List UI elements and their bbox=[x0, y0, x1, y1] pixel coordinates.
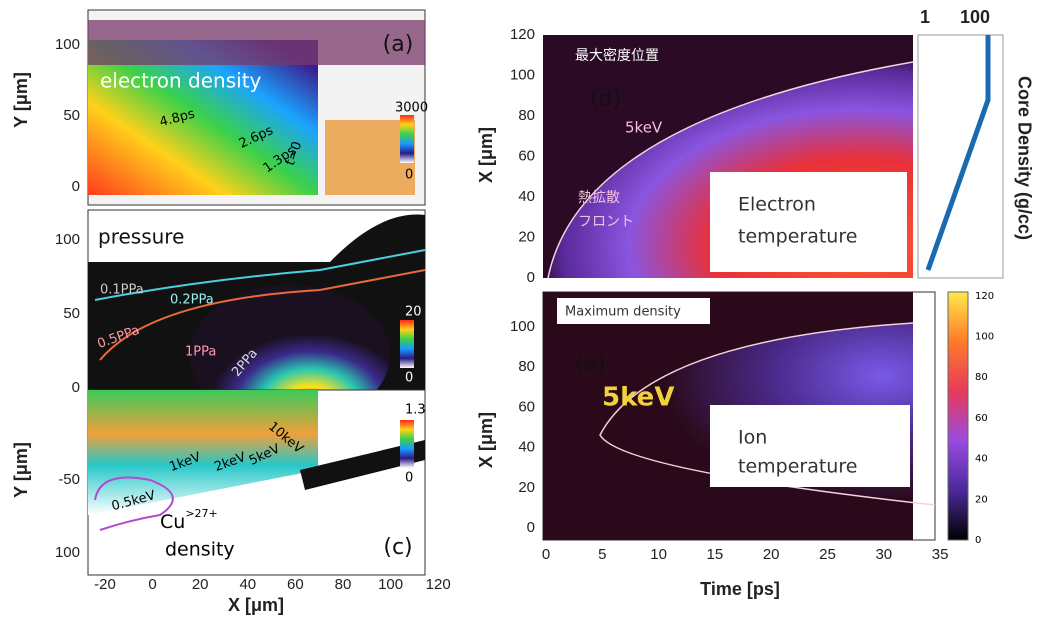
note: 最大密度位置 bbox=[575, 47, 659, 64]
tick-label: 20 bbox=[192, 576, 209, 593]
tick-label: 100 bbox=[510, 66, 535, 83]
box-text: temperature bbox=[738, 226, 857, 248]
panel-tag: (b) bbox=[382, 227, 413, 252]
panel-e: Maximum density (e) 5keV Ion temperature bbox=[543, 292, 968, 540]
label-box bbox=[710, 172, 907, 272]
tick-label: 20 bbox=[763, 546, 780, 563]
tick-label: 0 bbox=[527, 519, 535, 536]
box-text: Electron bbox=[738, 194, 816, 216]
tick-label: 100 bbox=[55, 36, 80, 53]
panel-title: electron density bbox=[100, 69, 262, 93]
box-text: temperature bbox=[738, 456, 857, 478]
density-band bbox=[88, 20, 425, 65]
colorbar bbox=[948, 292, 968, 540]
tick-label: 120 bbox=[510, 26, 535, 43]
tick-label: 80 bbox=[335, 576, 352, 593]
tick-label: -50 bbox=[58, 471, 80, 488]
panel-tag: (a) bbox=[383, 32, 414, 57]
tick-label: 0 bbox=[542, 546, 550, 563]
box-text: Ion bbox=[738, 427, 767, 449]
tick-label: 80 bbox=[518, 358, 535, 375]
x-axis-label: Time [ps] bbox=[700, 579, 780, 599]
contour-label: 0.1PPa bbox=[100, 283, 144, 298]
colorbar-label: 40 bbox=[975, 454, 988, 465]
panel-title: density bbox=[165, 539, 235, 561]
tick-label: 5 bbox=[598, 546, 606, 563]
colorbar-label: 20 bbox=[405, 305, 422, 320]
colorbar-label: 80 bbox=[975, 372, 988, 383]
y-axis-label: X [μm] bbox=[476, 127, 496, 183]
colorbar-label: 20 bbox=[975, 494, 988, 505]
tick-label: 25 bbox=[819, 546, 836, 563]
tick-label: 20 bbox=[518, 479, 535, 496]
tick-label: 100 bbox=[960, 7, 990, 27]
panel-tag: (e) bbox=[575, 352, 606, 377]
panel-title: pressure bbox=[98, 225, 184, 249]
contour-label: 0.2PPa bbox=[170, 293, 214, 308]
tick-label: 0 bbox=[72, 379, 80, 396]
colorbar-label: 120 bbox=[975, 291, 994, 302]
colorbar-label: 1.3 bbox=[405, 403, 426, 418]
tick-label: 20 bbox=[518, 228, 535, 245]
core-density: 1 100 Core Density (g/cc) bbox=[918, 7, 1034, 278]
tick-label: 80 bbox=[518, 107, 535, 124]
tick-label: 120 bbox=[426, 576, 451, 593]
tick-label: 100 bbox=[55, 231, 80, 248]
panel-tag: (d) bbox=[590, 87, 621, 112]
tick-label: 30 bbox=[875, 546, 892, 563]
colorbar-label: 0 bbox=[405, 168, 413, 183]
tick-label: 40 bbox=[518, 188, 535, 205]
colorbar-label: 60 bbox=[975, 413, 988, 424]
axis-label: Core Density (g/cc) bbox=[1014, 76, 1034, 240]
colorbar-label: 0 bbox=[975, 535, 981, 546]
tick-label: 60 bbox=[518, 398, 535, 415]
tick-label: 60 bbox=[287, 576, 304, 593]
annotation: フロント bbox=[578, 214, 634, 230]
panel-a: (a) electron density 4.8ps 2.6ps 1.3ps t… bbox=[88, 10, 428, 205]
tick-label: 40 bbox=[518, 439, 535, 456]
title-superscript: >27+ bbox=[185, 507, 217, 520]
tick-label: 60 bbox=[518, 147, 535, 164]
panel-c: (c) Cu>27+ density 10keV 5keV 2keV 1keV … bbox=[88, 390, 426, 575]
tick-label: 40 bbox=[239, 576, 256, 593]
tick-label: 100 bbox=[55, 544, 80, 561]
panel-tag: (c) bbox=[383, 535, 412, 560]
colorbar-label: 100 bbox=[975, 332, 994, 343]
contour-label: 5keV bbox=[625, 119, 663, 137]
y-axis-label: Y [μm] bbox=[11, 72, 31, 128]
y-axis-label: X [μm] bbox=[476, 412, 496, 468]
tick-label: -20 bbox=[94, 576, 116, 593]
y-axis-label: Y [μm] bbox=[11, 442, 31, 498]
tick-label: 1 bbox=[920, 7, 930, 27]
colorbar-label: 3000 bbox=[395, 101, 428, 116]
colorbar-label: 0 bbox=[405, 471, 413, 486]
note: Maximum density bbox=[565, 305, 681, 320]
panel-d: (d) 最大密度位置 5keV 熱拡散 フロント Electron temper… bbox=[543, 35, 913, 278]
tick-label: 50 bbox=[63, 107, 80, 124]
annotation: 熱拡散 bbox=[578, 190, 620, 206]
colorbar bbox=[400, 320, 414, 368]
contour-label: 1PPa bbox=[185, 345, 216, 360]
tick-label: 100 bbox=[378, 576, 403, 593]
contour-label: 5keV bbox=[602, 383, 674, 413]
tick-label: 35 bbox=[932, 546, 949, 563]
colorbar bbox=[400, 420, 414, 468]
x-axis-label: X [μm] bbox=[228, 595, 284, 615]
colorbar-label: 0 bbox=[405, 371, 413, 386]
tick-label: 15 bbox=[707, 546, 724, 563]
tick-label: 0 bbox=[148, 576, 156, 593]
tick-label: 0 bbox=[527, 269, 535, 286]
tick-label: 100 bbox=[510, 318, 535, 335]
tick-label: 10 bbox=[650, 546, 667, 563]
tick-label: 50 bbox=[63, 305, 80, 322]
tick-label: 0 bbox=[72, 178, 80, 195]
figure: (a) electron density 4.8ps 2.6ps 1.3ps t… bbox=[0, 0, 1037, 621]
colorbar bbox=[400, 115, 414, 163]
title-text: Cu bbox=[160, 511, 185, 533]
